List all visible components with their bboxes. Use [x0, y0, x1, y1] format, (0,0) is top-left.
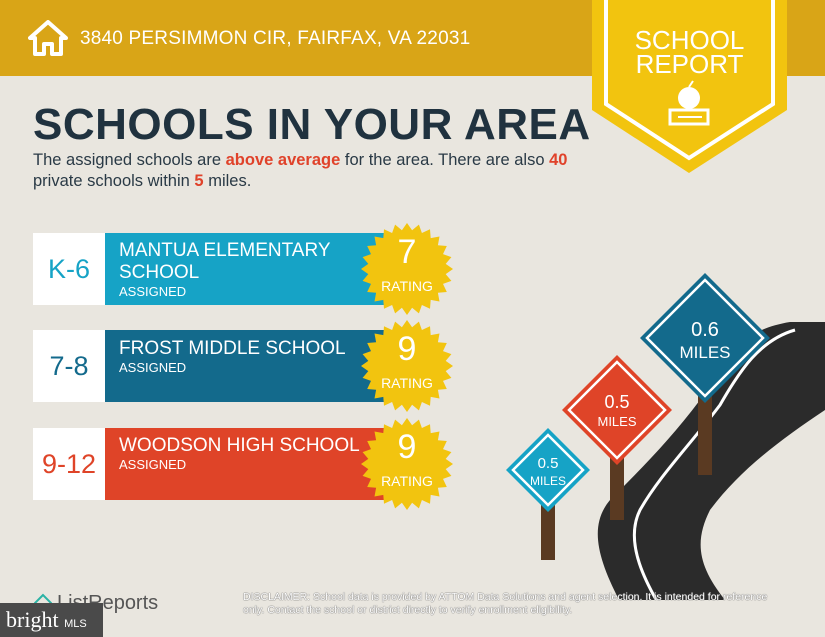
sign-unit: MILES — [597, 414, 636, 429]
rating-label: RATING — [381, 473, 433, 489]
rating-starburst — [361, 320, 453, 412]
school-status: ASSIGNED — [119, 457, 187, 472]
school-name: MANTUA ELEMENTARY SCHOOL — [119, 240, 331, 283]
rating-value: 9 — [397, 330, 417, 368]
rating-value: 7 — [397, 233, 417, 271]
distance-sign: 0.6 MILES — [640, 273, 770, 475]
apple-books-icon — [668, 80, 710, 126]
school-bar: FROST MIDDLE SCHOOL ASSIGNED — [105, 330, 393, 402]
badge-line2: REPORT — [635, 49, 744, 79]
home-icon — [28, 20, 68, 56]
rating-label: RATING — [381, 278, 433, 294]
school-status: ASSIGNED — [119, 360, 187, 375]
distance-sign: 0.5 MILES — [562, 355, 672, 520]
sign-unit: MILES — [530, 474, 566, 488]
road-illustration: 0.6 MILES 0.5 MILES 0.5 MILES — [506, 273, 825, 600]
school-row: 7-8 FROST MIDDLE SCHOOL ASSIGNED 9 RATING — [33, 320, 453, 412]
school-row: 9-12 WOODSON HIGH SCHOOL ASSIGNED 9 RATIN… — [33, 418, 453, 510]
subtitle: The assigned schools are above average f… — [33, 151, 568, 190]
bright-mls-logo: bright MLS — [0, 603, 103, 637]
school-report-badge — [592, 0, 787, 173]
distance-sign: 0.5 MILES — [506, 428, 590, 560]
property-address: 3840 PERSIMMON CIR, FAIRFAX, VA 22031 — [80, 28, 471, 49]
grade-range: 7-8 — [33, 330, 105, 402]
badge-line1: SCHOOL — [634, 25, 745, 55]
school-status: ASSIGNED — [119, 284, 187, 299]
school-name: FROST MIDDLE SCHOOL — [119, 338, 346, 359]
page-title: SCHOOLS IN YOUR AREA — [33, 100, 591, 149]
school-row: K-6 MANTUA ELEMENTARY SCHOOL ASSIGNED 7 R… — [33, 223, 453, 315]
school-bar: MANTUA ELEMENTARY SCHOOL ASSIGNED — [105, 233, 393, 305]
grade-range: K-6 — [33, 233, 105, 305]
disclaimer: DISCLAIMER: School data is provided by A… — [243, 591, 768, 616]
sign-unit: MILES — [679, 343, 730, 362]
rating-value: 9 — [397, 428, 417, 466]
rating-label: RATING — [381, 375, 433, 391]
sign-distance: 0.5 — [604, 392, 629, 412]
rating-starburst — [361, 418, 453, 510]
school-bar: WOODSON HIGH SCHOOL ASSIGNED — [105, 428, 393, 500]
school-name: WOODSON HIGH SCHOOL — [119, 435, 360, 456]
sign-distance: 0.5 — [538, 455, 559, 472]
rating-starburst — [361, 223, 453, 315]
grade-range: 9-12 — [33, 428, 105, 500]
sign-distance: 0.6 — [691, 319, 719, 341]
